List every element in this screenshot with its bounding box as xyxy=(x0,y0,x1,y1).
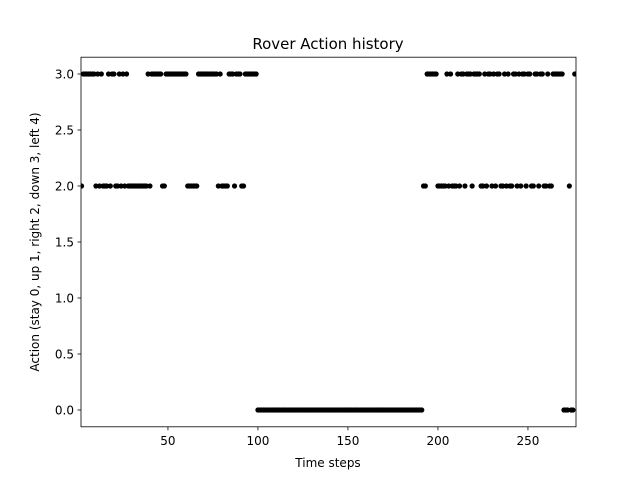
point xyxy=(230,71,236,77)
point xyxy=(446,183,452,189)
point xyxy=(105,71,112,77)
point xyxy=(147,183,153,189)
point xyxy=(145,71,151,77)
point xyxy=(118,183,124,189)
point xyxy=(194,183,200,189)
point xyxy=(215,183,221,189)
point xyxy=(509,183,515,189)
chart-title: Rover Action history xyxy=(252,35,403,53)
point xyxy=(98,71,104,77)
point xyxy=(455,71,461,77)
point xyxy=(467,71,473,77)
point xyxy=(95,71,101,77)
point xyxy=(122,183,128,189)
point xyxy=(512,71,518,77)
y-tick-label: 1.0 xyxy=(55,292,74,306)
point xyxy=(482,71,488,77)
point xyxy=(224,183,230,189)
point xyxy=(501,71,508,77)
point xyxy=(442,183,448,189)
point xyxy=(570,407,576,413)
point xyxy=(116,71,122,77)
point xyxy=(534,71,540,77)
point xyxy=(543,183,549,189)
point xyxy=(536,183,542,189)
point xyxy=(111,71,117,77)
point xyxy=(433,71,439,77)
point xyxy=(161,183,167,189)
point xyxy=(456,183,463,189)
point xyxy=(447,71,454,77)
y-tick-label: 1.5 xyxy=(55,236,74,250)
point xyxy=(253,71,259,77)
point xyxy=(240,183,247,189)
point xyxy=(213,71,220,77)
point xyxy=(487,71,493,77)
point xyxy=(527,71,533,77)
point xyxy=(530,183,536,189)
point xyxy=(419,407,425,413)
point xyxy=(572,71,576,77)
point xyxy=(96,183,103,189)
point xyxy=(489,183,495,189)
point xyxy=(107,183,113,189)
x-tick-label: 250 xyxy=(516,434,539,448)
x-tick-label: 50 xyxy=(160,434,175,448)
point xyxy=(462,183,468,189)
point xyxy=(503,183,509,189)
point xyxy=(158,71,164,77)
point xyxy=(183,71,189,77)
x-tick-label: 100 xyxy=(246,434,269,448)
point xyxy=(496,71,502,77)
point xyxy=(505,71,511,77)
point xyxy=(514,183,520,189)
point xyxy=(518,183,524,189)
point xyxy=(123,71,130,77)
point xyxy=(491,71,497,77)
point xyxy=(548,183,554,189)
point xyxy=(516,71,522,77)
point xyxy=(521,71,527,77)
y-tick-label: 0.0 xyxy=(55,404,74,418)
point xyxy=(564,407,571,413)
y-tick-label: 2.5 xyxy=(55,124,74,138)
point xyxy=(480,183,486,189)
point xyxy=(523,183,529,189)
x-axis-label: Time steps xyxy=(294,456,360,470)
point xyxy=(545,71,551,77)
point xyxy=(500,183,506,189)
point xyxy=(422,183,428,189)
y-tick-label: 3.0 xyxy=(55,68,74,82)
point xyxy=(559,71,565,77)
x-tick-label: 150 xyxy=(336,434,359,448)
point xyxy=(469,183,475,189)
point xyxy=(114,183,121,189)
y-axis-label: Action (stay 0, up 1, right 2, down 3, l… xyxy=(28,112,42,371)
point xyxy=(104,183,110,189)
point xyxy=(483,183,490,189)
point xyxy=(492,183,499,189)
point xyxy=(143,183,149,189)
x-tick-label: 200 xyxy=(426,434,449,448)
point xyxy=(91,71,97,77)
y-tick-label: 0.5 xyxy=(55,348,74,362)
point xyxy=(231,183,238,189)
point xyxy=(237,71,243,77)
point xyxy=(539,71,545,77)
point xyxy=(217,71,223,77)
point xyxy=(460,71,466,77)
point xyxy=(453,183,459,189)
point xyxy=(476,71,482,77)
point xyxy=(120,71,126,77)
point xyxy=(566,183,572,189)
plot-frame xyxy=(80,56,577,428)
y-tick-label: 2.0 xyxy=(55,180,74,194)
point xyxy=(81,183,85,189)
point xyxy=(444,71,450,77)
point xyxy=(93,183,99,189)
